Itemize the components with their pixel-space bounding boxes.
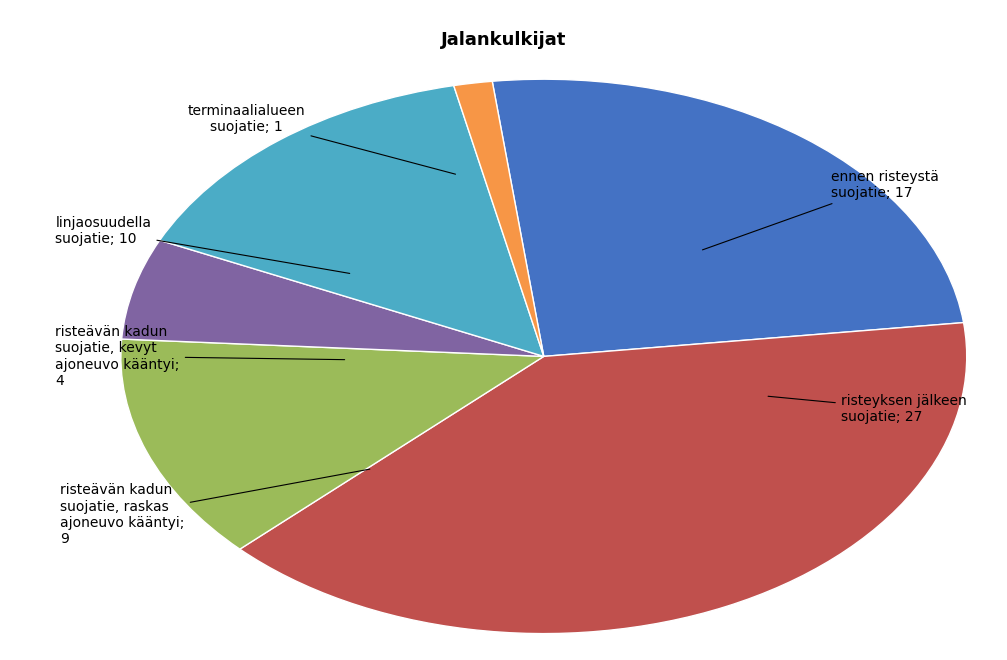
Text: Jalankulkijat: Jalankulkijat: [441, 30, 566, 49]
Text: ennen risteystä
suojatie; 17: ennen risteystä suojatie; 17: [703, 170, 939, 250]
Text: risteävän kadun
suojatie, raskas
ajoneuvo kääntyi;
9: risteävän kadun suojatie, raskas ajoneuv…: [60, 469, 370, 546]
Text: linjaosuudella
suojatie; 10: linjaosuudella suojatie; 10: [55, 216, 349, 273]
Text: risteyksen jälkeen
suojatie; 27: risteyksen jälkeen suojatie; 27: [768, 394, 967, 424]
Text: risteävän kadun
suojatie, kevyt
ajoneuvo kääntyi;
4: risteävän kadun suojatie, kevyt ajoneuvo…: [55, 325, 344, 387]
Wedge shape: [122, 240, 544, 356]
Wedge shape: [454, 81, 544, 356]
Text: terminaalialueen
suojatie; 1: terminaalialueen suojatie; 1: [188, 104, 455, 174]
Wedge shape: [121, 339, 544, 549]
Wedge shape: [240, 323, 967, 634]
Wedge shape: [492, 79, 964, 356]
Wedge shape: [160, 86, 544, 356]
